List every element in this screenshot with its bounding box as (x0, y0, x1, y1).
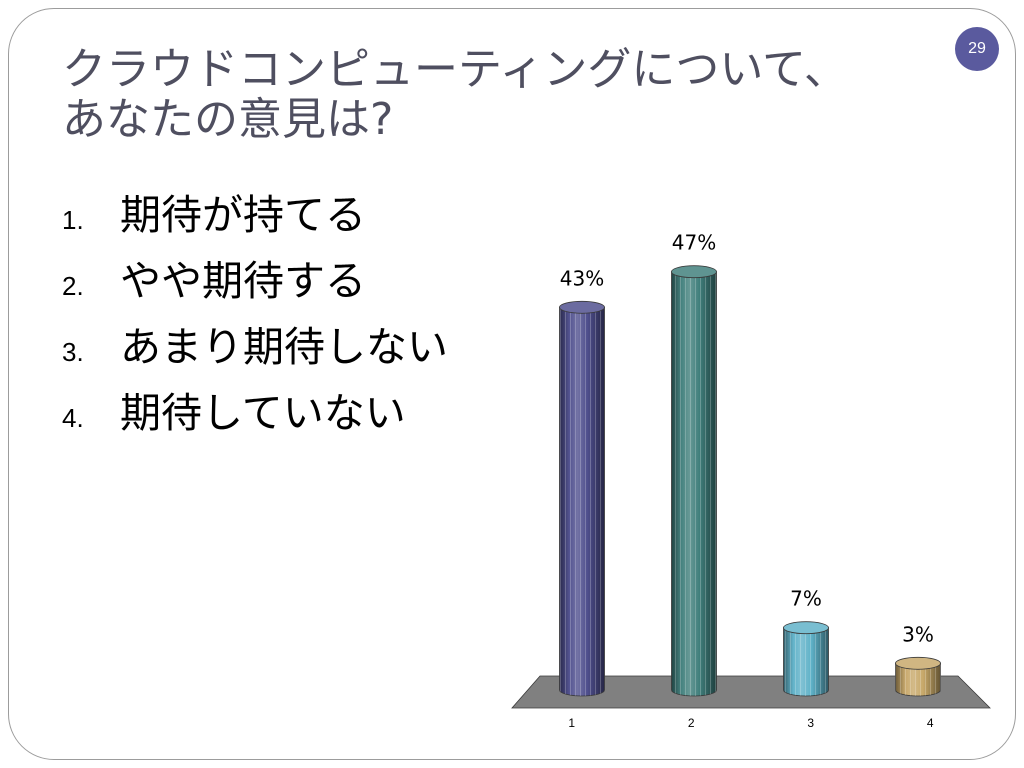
option-number: 3. (62, 337, 84, 367)
bar-4 (895, 656, 941, 697)
chart-data-labels: 43% 47% 7% 3% (560, 231, 934, 647)
option-number: 2. (62, 271, 84, 301)
slide-border (8, 8, 1016, 760)
bar-stripes (559, 307, 605, 696)
bar-top (559, 300, 605, 314)
chart-floor (511, 675, 991, 709)
chart-x-axis-labels: 1 2 3 4 (568, 716, 934, 730)
bar-top (783, 621, 829, 635)
data-label: 47% (672, 231, 716, 255)
option-number: 4. (62, 403, 84, 433)
bar-stripes (671, 271, 717, 696)
data-label: 7% (790, 587, 822, 611)
bar-stripes (783, 627, 829, 696)
option-number: 1. (62, 205, 84, 235)
x-tick-label: 2 (688, 716, 695, 730)
option-label: やや期待する (120, 257, 366, 305)
x-tick-label: 3 (807, 716, 814, 730)
option-list: 1. 期待が持てる 2. やや期待する 3. あまり期待しない 4. 期待してい… (62, 182, 448, 446)
data-label: 3% (902, 622, 934, 646)
chart-bars (559, 265, 941, 697)
bar-stripes (895, 663, 941, 696)
slide-title: クラウドコンピューティングについて、 あなたの意見は? (62, 45, 848, 145)
bar-2 (671, 265, 717, 697)
option-item: 4. 期待していない (62, 380, 448, 446)
option-item: 2. やや期待する (62, 248, 448, 314)
option-item: 3. あまり期待しない (62, 314, 448, 380)
bar-top (895, 656, 941, 670)
option-item: 1. 期待が持てる (62, 182, 448, 248)
slide-number-badge: 29 (955, 27, 999, 71)
slide-number: 29 (968, 40, 986, 57)
title-line-1: クラウドコンピューティングについて、 (62, 44, 848, 95)
option-label: あまり期待しない (120, 323, 448, 371)
bar-1 (559, 300, 605, 697)
bar-3 (783, 621, 829, 697)
option-label: 期待が持てる (120, 191, 366, 239)
option-label: 期待していない (120, 389, 406, 437)
bar-top (671, 265, 717, 279)
title-line-2: あなたの意見は? (62, 94, 394, 145)
data-label: 43% (560, 266, 604, 290)
x-tick-label: 1 (568, 716, 575, 730)
x-tick-label: 4 (927, 716, 934, 730)
